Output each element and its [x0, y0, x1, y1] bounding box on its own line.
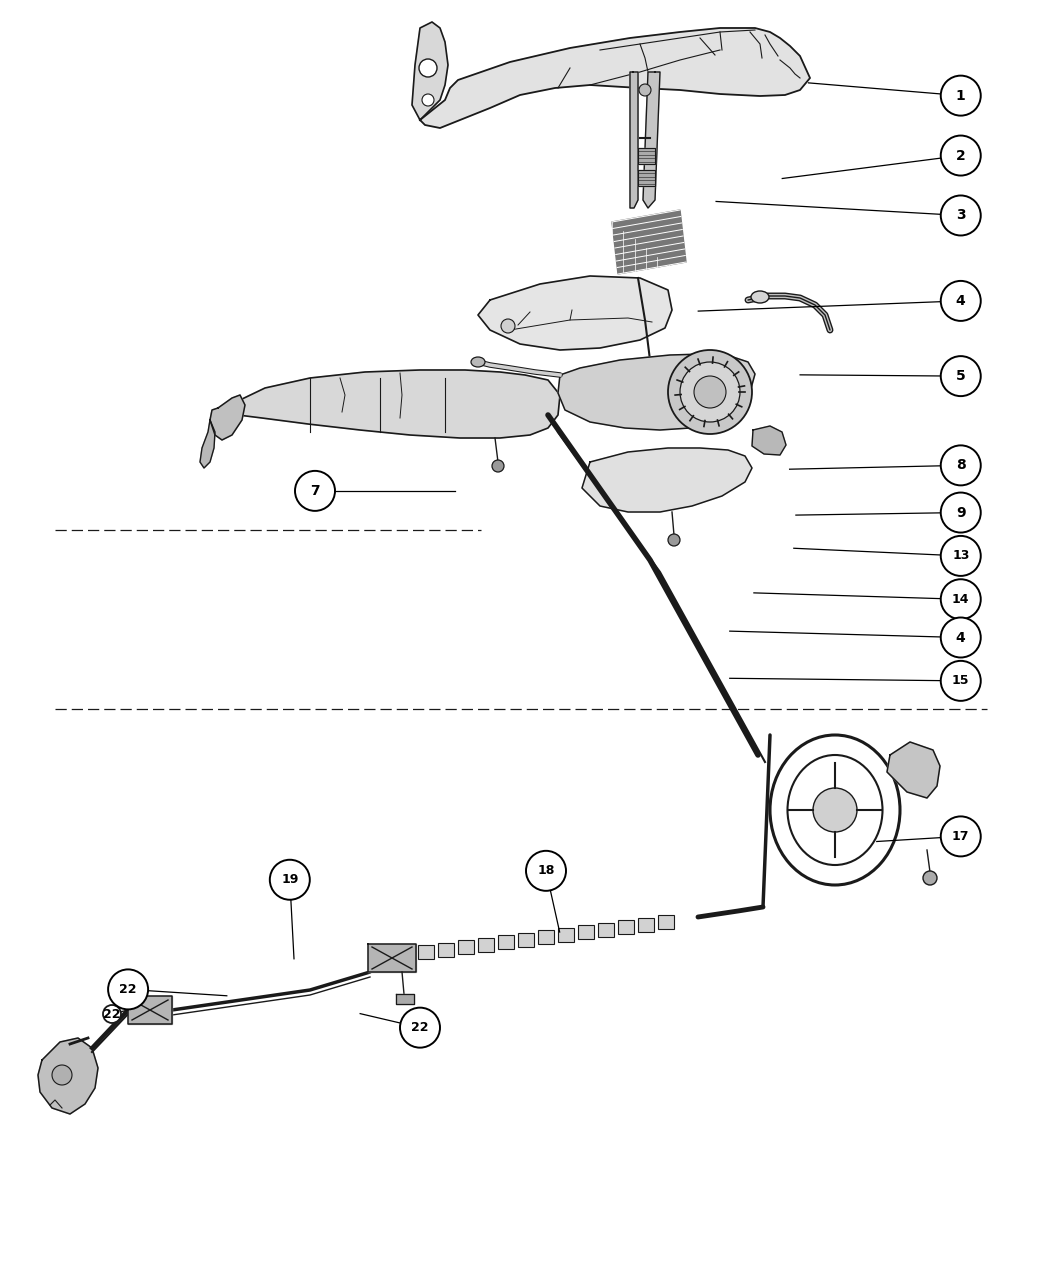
Text: 7: 7 [310, 484, 320, 497]
Polygon shape [638, 148, 655, 164]
Circle shape [639, 84, 651, 96]
Text: 4: 4 [956, 631, 966, 644]
Text: 1: 1 [956, 89, 966, 102]
Circle shape [668, 351, 752, 434]
FancyBboxPatch shape [598, 923, 614, 937]
Circle shape [941, 195, 981, 236]
Circle shape [941, 492, 981, 533]
Circle shape [941, 75, 981, 116]
Text: 15: 15 [952, 674, 969, 687]
Polygon shape [887, 742, 940, 798]
Polygon shape [638, 170, 655, 186]
Circle shape [694, 376, 726, 408]
Circle shape [108, 969, 148, 1010]
Text: 14: 14 [952, 593, 969, 606]
Text: 17: 17 [952, 830, 969, 843]
FancyBboxPatch shape [458, 940, 474, 954]
FancyBboxPatch shape [658, 915, 674, 929]
Text: 19: 19 [281, 873, 298, 886]
Text: 5: 5 [956, 370, 966, 382]
FancyBboxPatch shape [418, 945, 434, 959]
Polygon shape [643, 71, 660, 208]
FancyBboxPatch shape [578, 924, 594, 938]
Circle shape [941, 280, 981, 321]
Polygon shape [368, 944, 416, 972]
Text: 13: 13 [952, 550, 969, 562]
Polygon shape [612, 210, 686, 274]
FancyBboxPatch shape [438, 942, 454, 956]
Text: 8: 8 [956, 459, 966, 472]
Circle shape [501, 319, 514, 333]
Polygon shape [420, 28, 810, 128]
Circle shape [923, 871, 937, 885]
Polygon shape [128, 996, 172, 1024]
Circle shape [941, 536, 981, 576]
Ellipse shape [471, 357, 485, 367]
Polygon shape [210, 395, 245, 440]
Circle shape [813, 788, 857, 833]
Ellipse shape [751, 291, 769, 303]
Polygon shape [412, 22, 448, 120]
Circle shape [941, 579, 981, 620]
Circle shape [941, 617, 981, 658]
Circle shape [526, 850, 566, 891]
Polygon shape [478, 275, 672, 351]
FancyBboxPatch shape [558, 927, 574, 941]
Circle shape [103, 1005, 121, 1023]
Polygon shape [752, 426, 786, 455]
Polygon shape [396, 994, 414, 1003]
Text: 3: 3 [956, 209, 966, 222]
Circle shape [941, 445, 981, 486]
Circle shape [270, 859, 310, 900]
Text: 18: 18 [538, 864, 554, 877]
FancyBboxPatch shape [498, 935, 514, 949]
FancyBboxPatch shape [638, 918, 654, 932]
Circle shape [422, 94, 434, 106]
Text: 4: 4 [956, 295, 966, 307]
Circle shape [941, 135, 981, 176]
FancyBboxPatch shape [538, 929, 554, 944]
FancyBboxPatch shape [618, 921, 634, 935]
Text: 2: 2 [956, 149, 966, 162]
Text: 22: 22 [103, 1007, 121, 1020]
Polygon shape [582, 448, 752, 513]
FancyBboxPatch shape [518, 932, 534, 946]
Circle shape [941, 356, 981, 397]
Polygon shape [222, 370, 560, 439]
Text: 22: 22 [120, 983, 136, 996]
Polygon shape [200, 419, 215, 468]
Circle shape [400, 1007, 440, 1048]
Circle shape [492, 460, 504, 472]
Circle shape [52, 1065, 72, 1085]
Circle shape [295, 470, 335, 511]
Text: 22: 22 [412, 1021, 428, 1034]
Circle shape [680, 362, 740, 422]
Polygon shape [630, 71, 638, 208]
Text: 9: 9 [956, 506, 966, 519]
Circle shape [668, 534, 680, 546]
Polygon shape [558, 354, 755, 430]
Circle shape [419, 59, 437, 76]
Circle shape [941, 816, 981, 857]
Circle shape [941, 660, 981, 701]
Polygon shape [38, 1038, 98, 1114]
FancyBboxPatch shape [478, 937, 493, 951]
